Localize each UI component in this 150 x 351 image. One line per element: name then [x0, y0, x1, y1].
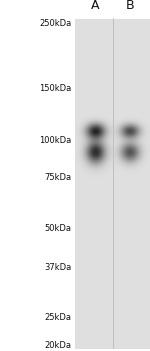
Text: 150kDa: 150kDa	[39, 84, 71, 93]
Text: A: A	[91, 0, 99, 12]
Text: 20kDa: 20kDa	[44, 342, 71, 350]
Text: 37kDa: 37kDa	[44, 263, 71, 272]
Text: 100kDa: 100kDa	[39, 136, 71, 145]
Text: 250kDa: 250kDa	[39, 19, 71, 28]
Text: 75kDa: 75kDa	[44, 173, 71, 181]
Text: 50kDa: 50kDa	[44, 224, 71, 233]
Text: 25kDa: 25kDa	[44, 313, 71, 322]
Text: B: B	[125, 0, 134, 12]
